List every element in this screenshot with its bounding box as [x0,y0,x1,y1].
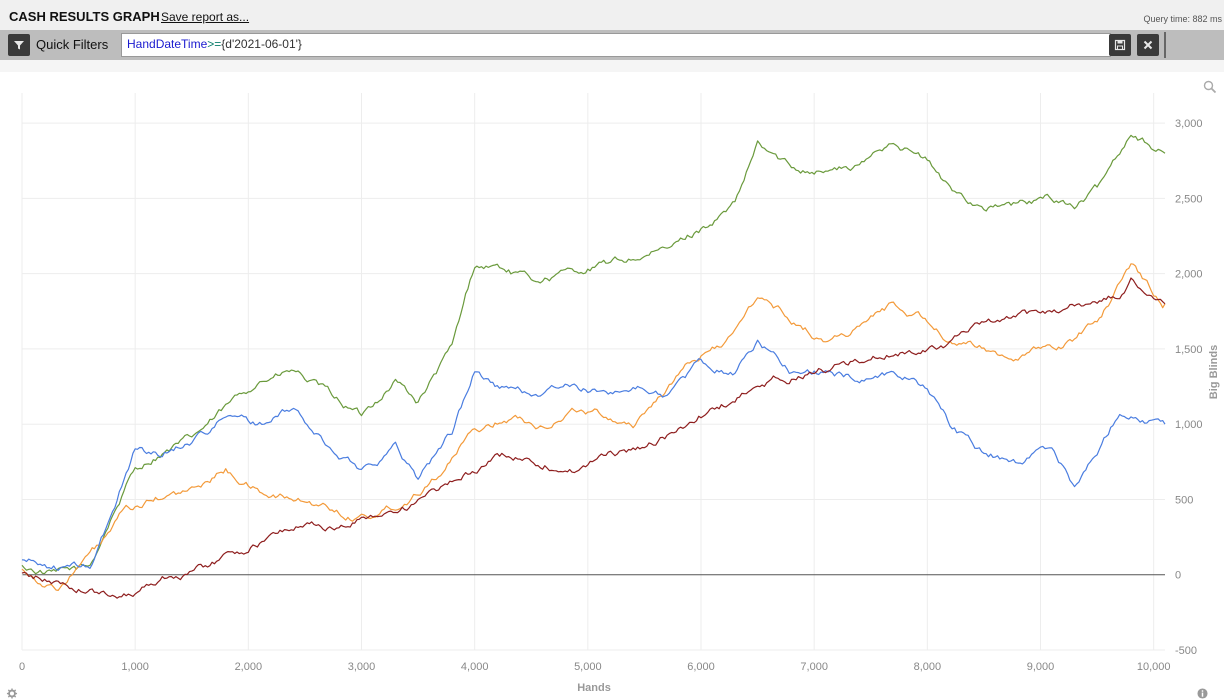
x-axis-title: Hands [577,682,611,694]
series-line-3 [21,339,1166,571]
series-line-4 [21,277,1166,599]
x-tick-label: 9,000 [1027,661,1055,673]
x-tick-label: 8,000 [914,661,942,673]
y-tick-label: 3,000 [1175,118,1203,130]
zoom-icon[interactable] [1203,80,1217,94]
series-line-2 [21,263,1166,591]
gear-icon[interactable] [6,688,18,699]
filter-expr-value: {d'2021-06-01'} [221,37,302,51]
y-tick-label: 1,000 [1175,419,1203,431]
x-tick-label: 1,000 [121,661,149,673]
y-tick-label: 500 [1175,494,1193,506]
x-tick-label: 5,000 [574,661,602,673]
toolbar-spacer [0,60,1224,72]
filter-expr-operator: >= [207,37,222,51]
filter-icon[interactable] [8,34,30,56]
filter-expr-field: HandDateTime [127,37,208,51]
clear-filter-button[interactable] [1137,34,1159,56]
x-tick-label: 7,000 [800,661,828,673]
chart-labels: 0 1,000 2,000 3,000 4,000 5,000 6,000 7,000 8,00… [19,118,1220,694]
close-icon [1143,40,1153,50]
x-tick-label: 0 [19,661,25,673]
save-report-link[interactable]: Save report as... [161,10,250,24]
x-tick-label: 3,000 [348,661,376,673]
filter-expression-input[interactable]: HandDateTime>={d'2021-06-01'} [121,33,1111,57]
x-tick-label: 6,000 [687,661,715,673]
y-axis-title: Big Blinds [1208,345,1220,399]
info-icon[interactable] [1197,688,1208,699]
series-line-1 [21,134,1166,575]
y-tick-label: 0 [1175,570,1181,582]
x-tick-label: 4,000 [461,661,489,673]
chart-series-layer [21,134,1166,599]
report-title: CASH RESULTS GRAPH [9,9,160,24]
results-chart[interactable]: 0 1,000 2,000 3,000 4,000 5,000 6,000 7,000 8,00… [0,72,1224,699]
y-tick-label: 2,000 [1175,269,1203,281]
save-icon [1114,39,1126,51]
toolbar-divider [1164,32,1166,58]
title-bar [0,0,1224,30]
x-tick-label: 10,000 [1137,661,1171,673]
query-time-label: Query time: 882 ms [1143,14,1222,24]
quick-filters-label: Quick Filters [36,37,109,52]
chart-grid [21,93,1165,651]
y-tick-label: -500 [1175,645,1197,657]
y-tick-label: 1,500 [1175,344,1203,356]
x-tick-label: 2,000 [235,661,263,673]
y-tick-label: 2,500 [1175,193,1203,205]
save-filter-button[interactable] [1109,34,1131,56]
